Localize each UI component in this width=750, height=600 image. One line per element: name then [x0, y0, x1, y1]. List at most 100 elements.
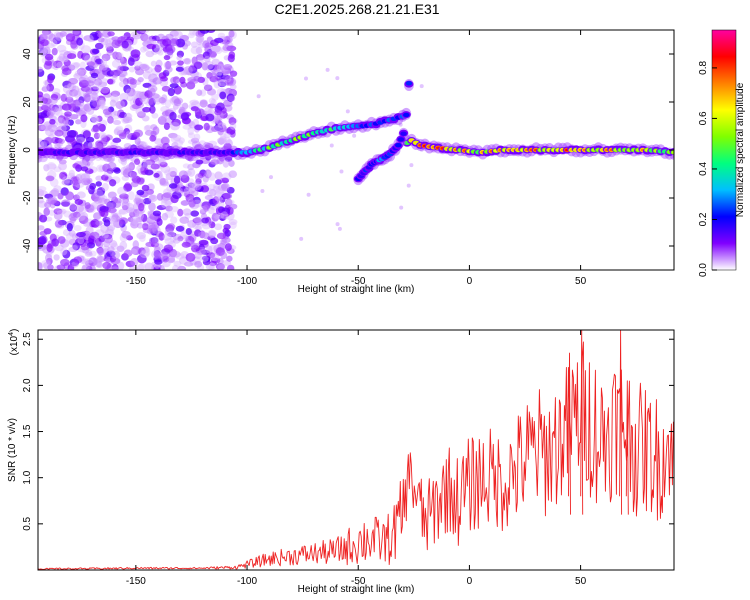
spectrogram-noise-cell [138, 262, 146, 270]
spectrogram-noise-cell [49, 103, 56, 111]
spectrogram-noise-cell [119, 73, 126, 82]
x-tick-label: -100 [237, 576, 257, 587]
spectrogram-noise-cell [193, 216, 202, 223]
spectrogram-noise-cell [176, 50, 184, 58]
spectrogram-noise-cell [136, 165, 145, 172]
spectrogram-noise-cell [159, 161, 168, 168]
spectrogram-noise-cell [225, 243, 232, 252]
spectrogram-noise-cell [215, 120, 223, 127]
spectrogram-noise-cell [97, 32, 104, 38]
spectrogram-noise-cell [124, 167, 132, 176]
spectrogram-noise-cell [76, 67, 87, 76]
spectrogram-noise-cell [156, 192, 164, 201]
spectrogram-noise-cell [153, 266, 161, 270]
spectrogram-noise-cell [53, 166, 62, 173]
spectrogram-noise-cell [218, 78, 228, 87]
colorbar: 0.0 0.2 0.4 0.6 0.8 Normalized spectral ampl… [698, 29, 746, 277]
spectrogram-noise-cell [182, 66, 189, 75]
spectrogram-noise-cell [76, 191, 86, 199]
spectrogram-noise-cell [58, 173, 66, 180]
spectrogram-noise-cell [182, 163, 190, 169]
spectrogram-noise-cell [158, 97, 166, 104]
spectrogram-noise-cell [141, 248, 151, 257]
spectrogram-noise-cell [216, 71, 224, 78]
spectrogram-noise-cell [113, 110, 121, 116]
spectrogram-noise-cell [152, 210, 162, 217]
spectrogram-noise-cell [136, 254, 147, 264]
spectrogram-noise-cell [94, 189, 104, 198]
spectrogram-noise-cell [101, 232, 109, 239]
spectrogram-noise-cell [194, 251, 202, 260]
spectrogram-noise-cell [214, 223, 223, 231]
spectrogram-noise-cell [65, 33, 76, 42]
spectrogram-noise-cell [337, 226, 342, 231]
spectrogram-noise-cell [195, 34, 205, 44]
spectrogram-noise-cell [143, 197, 152, 205]
spectrogram-noise-cell [122, 116, 133, 124]
spectrogram-noise-cell [72, 163, 80, 169]
spectrogram-noise-cell [118, 132, 127, 140]
spectrogram-noise-cell [72, 176, 79, 186]
spectrogram-noise-cell [47, 196, 58, 205]
spectrogram-noise-cell [220, 131, 227, 140]
spectrogram-noise-cell [38, 47, 48, 56]
spectrogram-noise-cell [130, 248, 138, 255]
snr-x-ticks: -150 -100 -50 0 50 [126, 330, 587, 587]
spectrogram-noise-cell [54, 219, 63, 228]
spectrogram-noise-cell [150, 60, 157, 67]
spectrogram-noise-cell [55, 117, 66, 127]
spectrogram-noise-cell [203, 84, 213, 92]
spectrogram-noise-cell [219, 177, 229, 184]
spectrogram-noise-cell [38, 186, 47, 192]
spectrogram-noise-cell [74, 199, 84, 205]
spectrogram-noise-cell [46, 163, 57, 170]
spectrogram-noise-cell [42, 83, 50, 92]
spectrogram-noise-cell [194, 173, 203, 182]
spectrogram-noise-cell [120, 60, 128, 67]
spectrogram-noise-cell [173, 139, 184, 147]
spectrogram-noise-cell [136, 177, 145, 185]
spectrogram-noise-cell [107, 246, 115, 253]
y-tick-label: 2.5 [22, 332, 33, 346]
spectrogram-noise-cell [178, 170, 188, 179]
spectrogram-noise-cell [156, 205, 167, 211]
spectrogram-noise-cell [228, 159, 235, 167]
spectrogram-noise-cell [179, 186, 190, 192]
spectrogram-noise-cell [89, 32, 100, 41]
spectrogram-noise-cell [62, 249, 71, 259]
spectrogram-noise-cell [47, 75, 54, 84]
spectrogram-noise-cell [112, 119, 122, 126]
spectrogram-noise-cell [91, 48, 100, 54]
spectrogram-noise-cell [142, 35, 152, 45]
spectrogram-noise-cell [109, 179, 117, 187]
spectrogram-noise-cell [303, 76, 308, 81]
spectrogram-noise-cell [220, 211, 229, 220]
spectrogram-noise-cell [132, 209, 140, 218]
spectrogram-noise-cell [162, 233, 172, 241]
spectrogram-noise-cell [138, 202, 145, 212]
colorbar-tick-label: 0.6 [698, 111, 709, 125]
spectrogram-noise-cell [119, 241, 128, 250]
spectrogram-noise-cell [222, 159, 230, 168]
spectrogram-noise-cell [175, 225, 185, 232]
spectrogram-noise-cell [159, 181, 170, 187]
colorbar-tick-label: 0.0 [698, 263, 709, 277]
spectrogram-noise-cell [82, 104, 90, 112]
spectrogram-noise-cell [80, 114, 88, 123]
spectrogram-noise-cell [162, 192, 173, 198]
spectrogram-noise-cell [182, 124, 192, 130]
spectrogram-noise-cell [41, 30, 52, 36]
spectrogram-noise-cell [224, 75, 232, 83]
spectrogram-noise-cell [187, 32, 195, 39]
spectrogram-noise-cell [130, 218, 138, 226]
colorbar-tick-label: 0.4 [698, 162, 709, 176]
spectrogram-noise-cell [140, 63, 149, 70]
spectrogram-noise-cell [82, 130, 91, 139]
spectrogram-noise-cell [207, 229, 217, 238]
figure-title: C2E1.2025.268.21.21.E31 [274, 1, 439, 17]
spectrogram-noise-cell [205, 170, 212, 177]
spectrogram-noise-cell [183, 65, 193, 75]
spectrogram-noise-cell [142, 223, 149, 231]
spectrogram-noise-cell [120, 99, 128, 107]
colorbar-gradient-bar [711, 29, 737, 271]
